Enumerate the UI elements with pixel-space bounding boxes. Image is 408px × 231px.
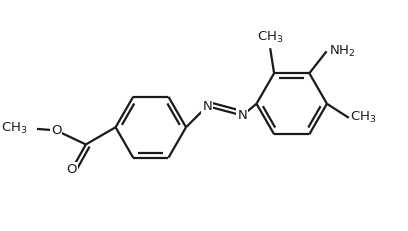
- Text: CH$_3$: CH$_3$: [257, 30, 284, 45]
- Text: O: O: [67, 163, 77, 176]
- Text: CH$_3$: CH$_3$: [2, 121, 28, 136]
- Text: N: N: [202, 100, 212, 112]
- Text: N: N: [237, 109, 247, 122]
- Text: NH$_2$: NH$_2$: [329, 44, 355, 59]
- Text: CH$_3$: CH$_3$: [350, 110, 377, 125]
- Text: O: O: [51, 124, 61, 137]
